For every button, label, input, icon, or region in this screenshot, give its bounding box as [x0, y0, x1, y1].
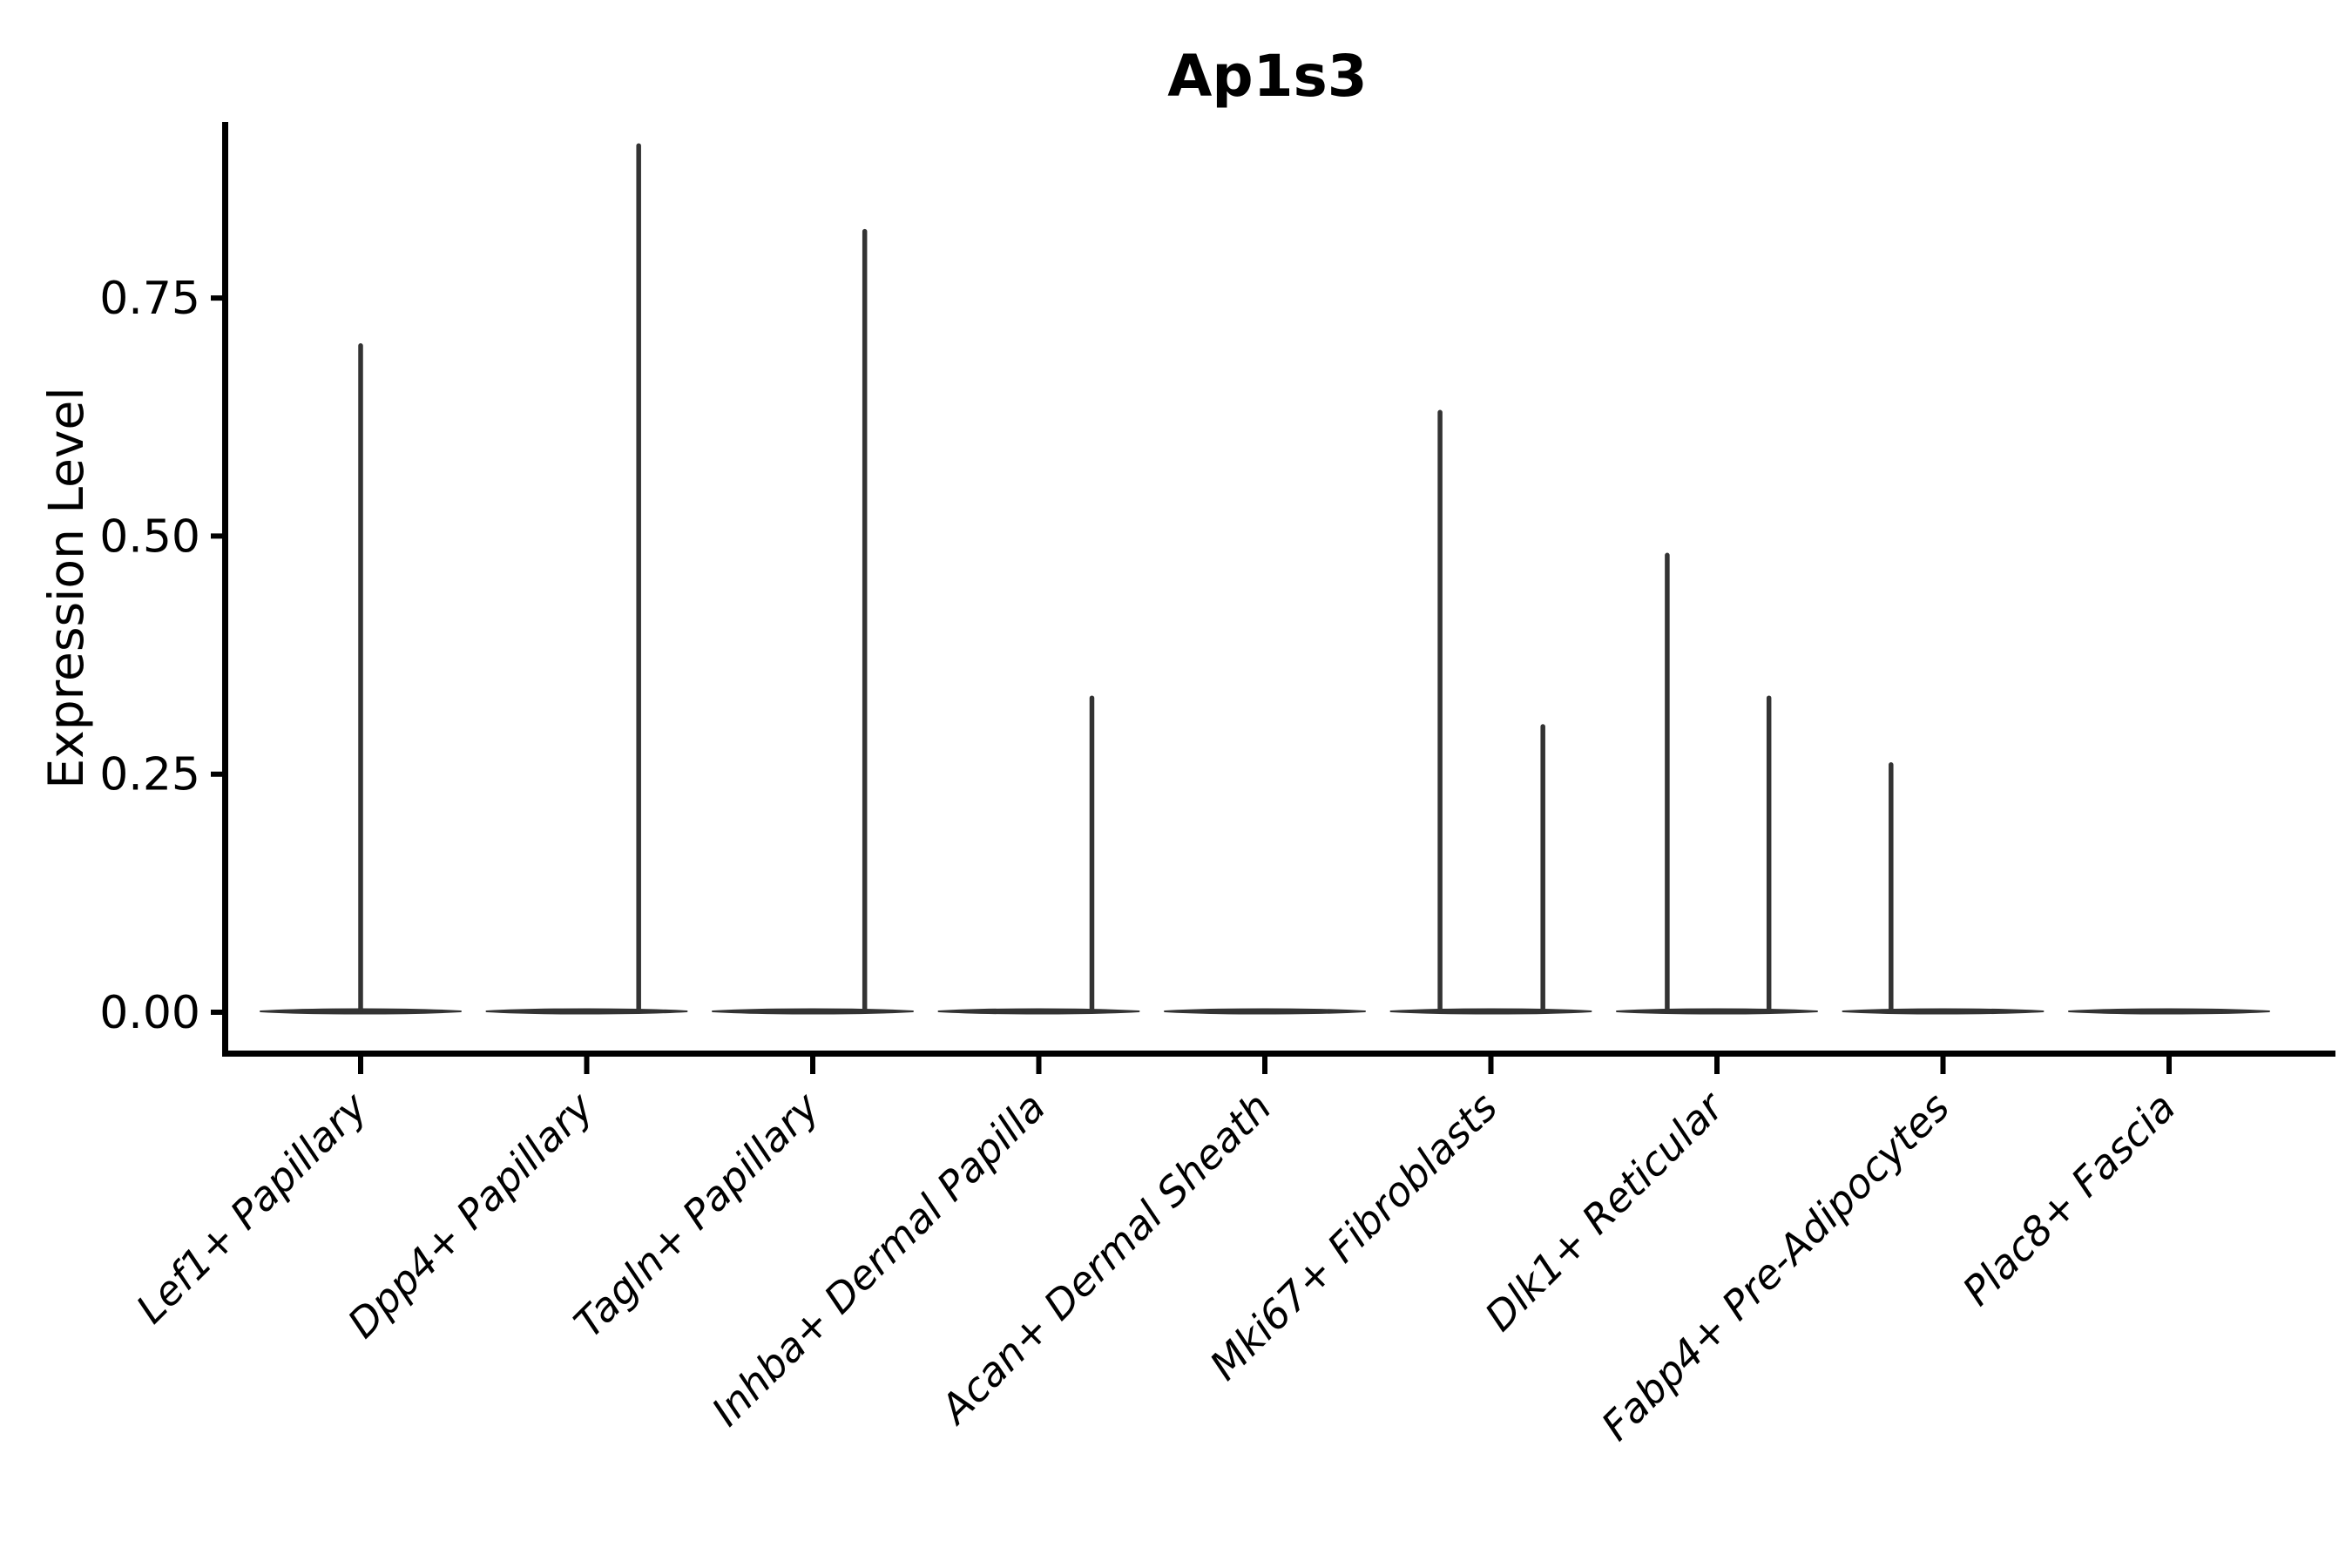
violin-8 [1842, 762, 2044, 1015]
x-tick-label-3: Tagln+ Papillary [564, 1083, 828, 1347]
violin-zero-baseline [485, 1008, 688, 1015]
violin-zero-baseline [2068, 1008, 2270, 1015]
violin-5 [1164, 1008, 1366, 1015]
x-tick-label-7: Dlk1+ Reticular [1476, 1081, 1734, 1340]
y-tick-label-0.25: 0.25 [99, 749, 200, 801]
violin-6 [1389, 409, 1592, 1015]
x-tick-label-9: Plac8+ Fascia [1953, 1084, 2184, 1315]
y-tick-label-0.00: 0.00 [99, 987, 200, 1039]
x-tick-label-2: Dpp4+ Papillary [339, 1083, 603, 1347]
violin-zero-baseline [1616, 1008, 1818, 1015]
violin-1 [260, 343, 462, 1015]
violin-9 [2068, 1008, 2270, 1015]
violin-7 [1616, 552, 1818, 1015]
chart-title: Ap1s3 [1167, 43, 1367, 110]
violin-2 [485, 143, 688, 1015]
y-tick-label-0.50: 0.50 [99, 510, 200, 563]
y-tick-label-0.75: 0.75 [99, 273, 200, 325]
violin-4 [937, 695, 1140, 1015]
violin-3 [712, 228, 914, 1015]
violin-zero-baseline [937, 1008, 1140, 1015]
x-tick-label-1: Lef1+ Papillary [127, 1083, 376, 1332]
violin-zero-baseline [1164, 1008, 1366, 1015]
y-axis-label: Expression Level [38, 387, 94, 788]
violin-zero-baseline [1842, 1008, 2044, 1015]
violins-group [260, 143, 2270, 1015]
violin-zero-baseline [712, 1008, 914, 1015]
violin-zero-baseline [1389, 1008, 1592, 1015]
